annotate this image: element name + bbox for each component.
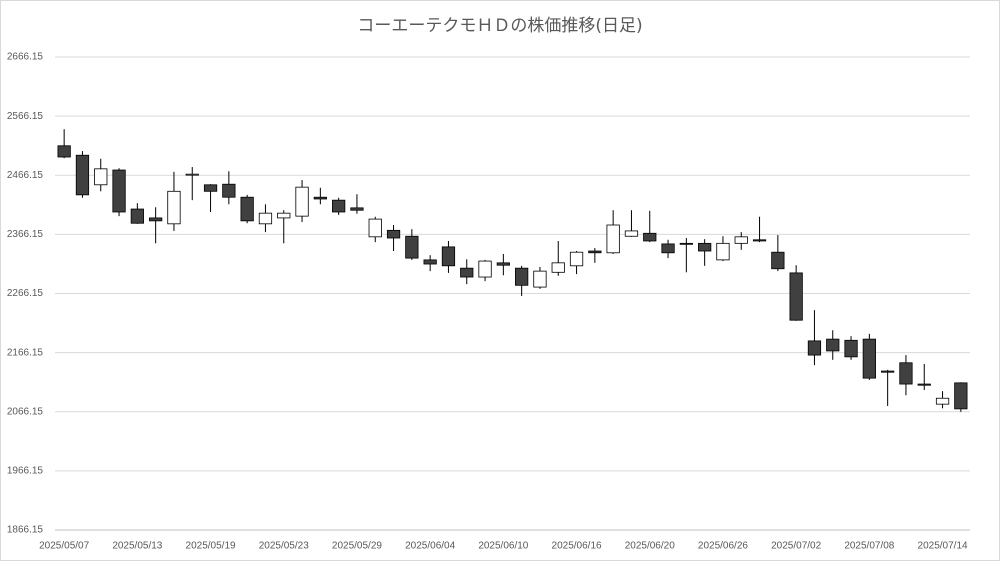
candle-body xyxy=(862,338,876,379)
candle-body xyxy=(478,260,492,278)
y-tick-label: 2566.15 xyxy=(7,111,44,122)
candle-body xyxy=(515,267,529,286)
y-tick-label: 2066.15 xyxy=(7,406,44,417)
candle-body xyxy=(643,232,657,242)
y-tick-label: 1966.15 xyxy=(7,466,44,477)
candle-body xyxy=(258,212,273,225)
x-tick-label: 2025/07/14 xyxy=(918,541,968,552)
candle-body xyxy=(624,230,639,237)
candle-body xyxy=(899,362,913,385)
candle-body xyxy=(203,184,218,192)
y-tick-label: 2266.15 xyxy=(7,288,44,299)
x-tick-label: 2025/05/23 xyxy=(259,541,309,552)
x-tick-label: 2025/06/04 xyxy=(405,541,455,552)
candle-body xyxy=(533,270,547,288)
x-tick-label: 2025/06/20 xyxy=(625,541,675,552)
y-tick-label: 2366.15 xyxy=(7,229,44,240)
candle-body xyxy=(75,154,90,196)
candle-body xyxy=(222,183,236,198)
candle-body xyxy=(112,169,126,213)
candle-body xyxy=(844,339,858,358)
x-tick-label: 2025/05/13 xyxy=(112,541,162,552)
candle-body xyxy=(789,272,803,321)
candle-body xyxy=(734,236,748,244)
candle-body xyxy=(826,338,840,352)
candle-body xyxy=(57,145,71,158)
x-tick-label: 2025/07/08 xyxy=(844,541,894,552)
candle-body xyxy=(149,217,163,222)
candle-body xyxy=(954,382,968,410)
candle-body xyxy=(130,208,144,224)
candle-body xyxy=(588,250,602,254)
candle-body xyxy=(94,168,108,186)
candle-body xyxy=(551,262,565,273)
candle-body xyxy=(935,397,950,405)
candle-body xyxy=(807,340,822,356)
x-tick-label: 2025/05/29 xyxy=(332,541,382,552)
candle-body xyxy=(313,196,327,200)
candle-body xyxy=(460,267,474,278)
candle-body xyxy=(606,224,620,254)
candle-body xyxy=(167,190,181,225)
candle-body xyxy=(423,259,437,265)
candle-body xyxy=(661,243,675,254)
x-tick-label: 2025/05/07 xyxy=(39,541,89,552)
y-tick-label: 2166.15 xyxy=(7,347,44,358)
candle-body xyxy=(277,212,291,219)
candle-body xyxy=(917,383,931,386)
candle-body xyxy=(716,242,730,261)
candle-body xyxy=(386,229,401,239)
candle-body xyxy=(569,251,584,267)
candle-body xyxy=(350,207,364,211)
y-tick-label: 1866.15 xyxy=(7,525,44,536)
candle-body xyxy=(405,235,419,259)
candle-body xyxy=(295,186,309,217)
x-tick-label: 2025/06/26 xyxy=(698,541,748,552)
candle-body xyxy=(368,218,382,238)
candle-body xyxy=(496,262,510,266)
chart-title: コーエーテクモＨＤの株価推移(日足) xyxy=(357,16,642,36)
x-tick-label: 2025/06/16 xyxy=(552,541,602,552)
x-tick-label: 2025/05/19 xyxy=(186,541,236,552)
x-tick-label: 2025/07/02 xyxy=(771,541,821,552)
candle-body xyxy=(771,251,785,270)
candle-body xyxy=(185,173,199,176)
candle-body xyxy=(881,370,895,373)
candle-body xyxy=(332,199,346,213)
y-tick-label: 2666.15 xyxy=(7,52,44,63)
candle-body xyxy=(240,196,254,222)
candle-body xyxy=(441,246,456,267)
candle-body xyxy=(679,242,693,245)
candle-body xyxy=(752,239,767,242)
candle-body xyxy=(698,242,712,252)
y-tick-label: 2466.15 xyxy=(7,170,44,181)
x-tick-label: 2025/06/10 xyxy=(478,541,528,552)
